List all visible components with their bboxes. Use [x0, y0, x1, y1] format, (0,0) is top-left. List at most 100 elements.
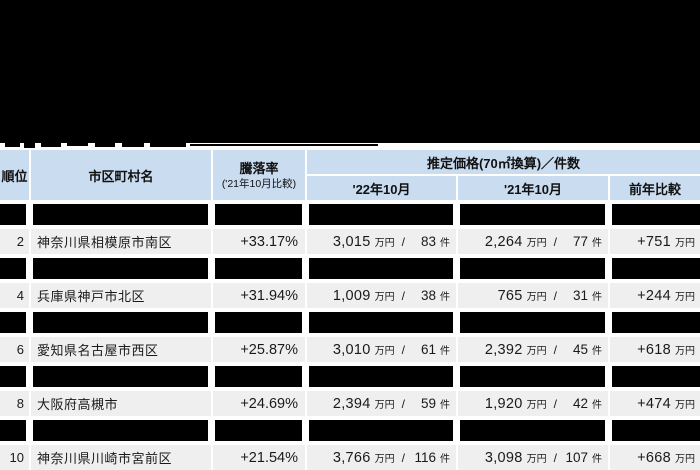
price-unit: 万円: [374, 400, 395, 411]
redacted-price-2021-cell: [458, 364, 608, 389]
count-value: 59: [420, 396, 436, 411]
yoy-diff-cell: +244 万円: [610, 283, 700, 308]
redaction-bar: [309, 420, 453, 441]
redacted-text-fragment: [67, 143, 88, 146]
yoy-diff-cell: +751 万円: [610, 229, 700, 254]
redacted-rate-cell: [213, 310, 305, 335]
redacted-text-fragment: [95, 143, 115, 147]
count-unit: 件: [592, 454, 602, 465]
price-value: 3,098: [484, 449, 523, 466]
redaction-bar: [215, 312, 302, 333]
count-unit: 件: [592, 292, 602, 303]
slash-separator: /: [401, 234, 405, 249]
count-unit: 件: [592, 346, 602, 357]
rank-cell: 8: [0, 391, 29, 416]
redacted-yoy-cell: [610, 364, 700, 389]
price-unit: 万円: [526, 454, 547, 465]
price-value: 3,015: [332, 233, 371, 250]
count-unit: 件: [592, 238, 602, 249]
price-2021-cell: 2,392 万円 / 45 件: [458, 337, 608, 362]
price-unit: 万円: [675, 292, 695, 303]
price-2022-cell: 1,009 万円 / 38 件: [307, 283, 456, 308]
header-rank: 順位: [0, 150, 29, 200]
price-unit: 万円: [526, 292, 547, 303]
header-rate-sublabel: ('21年10月比較): [221, 177, 297, 190]
redaction-bar: [215, 204, 302, 225]
redaction-bar: [215, 258, 302, 279]
slash-separator: /: [553, 342, 557, 357]
yoy-diff-cell: +668 万円: [610, 445, 700, 470]
redacted-yoy-cell: [610, 310, 700, 335]
redaction-bar: [0, 420, 26, 441]
redacted-price-2021-cell: [458, 418, 608, 443]
count-unit: 件: [592, 400, 602, 411]
price-value: 1,920: [484, 395, 523, 412]
price-unit: 万円: [675, 346, 695, 357]
price-value: 3,766: [332, 449, 371, 466]
count-value: 107: [565, 450, 588, 465]
redacted-price-2021-cell: [458, 256, 608, 281]
slash-separator: /: [553, 396, 557, 411]
header-col-yoy: 前年比較: [610, 176, 700, 200]
municipality-cell: 兵庫県神戸市北区: [31, 283, 211, 308]
price-unit: 万円: [526, 346, 547, 357]
redacted-text-fragment: [122, 143, 144, 147]
count-unit: 件: [440, 346, 450, 357]
municipality-cell: 神奈川県相模原市南区: [31, 229, 211, 254]
redacted-price-2022-cell: [307, 418, 456, 443]
header-price-group: 推定価格(70㎡換算)／件数: [307, 150, 700, 174]
redaction-bar: [33, 366, 208, 387]
redacted-yoy-cell: [610, 418, 700, 443]
price-value: 2,394: [332, 395, 371, 412]
slash-separator: /: [553, 234, 557, 249]
rank-cell: 2: [0, 229, 29, 254]
price-2021-cell: 3,098 万円 / 107 件: [458, 445, 608, 470]
municipality-cell: 大阪府高槻市: [31, 391, 211, 416]
redacted-price-2022-cell: [307, 364, 456, 389]
redaction-bar: [309, 258, 453, 279]
rate-cell: +25.87%: [213, 337, 305, 362]
diff-value: +244: [637, 287, 671, 304]
redacted-rank-cell: [0, 256, 29, 281]
rank-cell: 10: [0, 445, 29, 470]
count-value: 116: [414, 450, 436, 465]
redaction-bar: [309, 204, 453, 225]
count-unit: 件: [440, 292, 450, 303]
slash-separator: /: [401, 450, 405, 465]
count-value: 38: [420, 288, 436, 303]
yoy-diff-cell: +618 万円: [610, 337, 700, 362]
price-unit: 万円: [374, 238, 395, 249]
redaction-bar: [612, 312, 700, 333]
redacted-rate-cell: [213, 202, 305, 227]
redaction-bar: [33, 258, 208, 279]
header-rate: 騰落率 ('21年10月比較): [213, 150, 305, 200]
price-2022-cell: 3,766 万円 / 116 件: [307, 445, 456, 470]
rate-cell: +31.94%: [213, 283, 305, 308]
price-unit: 万円: [526, 238, 547, 249]
slash-separator: /: [553, 288, 557, 303]
diff-value: +474: [637, 395, 671, 412]
rate-cell: +21.54%: [213, 445, 305, 470]
redaction-bar: [309, 366, 453, 387]
price-2022-cell: 3,015 万円 / 83 件: [307, 229, 456, 254]
count-value: 31: [572, 288, 588, 303]
count-unit: 件: [440, 454, 450, 465]
redaction-bar: [0, 366, 26, 387]
redacted-municipality-cell: [31, 364, 211, 389]
redacted-price-2021-cell: [458, 310, 608, 335]
price-2022-cell: 3,010 万円 / 61 件: [307, 337, 456, 362]
slash-separator: /: [553, 450, 557, 465]
redacted-price-2022-cell: [307, 310, 456, 335]
redacted-municipality-cell: [31, 418, 211, 443]
rank-cell: 4: [0, 283, 29, 308]
redacted-rank-cell: [0, 310, 29, 335]
redacted-yoy-cell: [610, 256, 700, 281]
price-unit: 万円: [374, 454, 395, 465]
redacted-municipality-cell: [31, 202, 211, 227]
redacted-text-fragment: [41, 143, 61, 147]
price-unit: 万円: [675, 400, 695, 411]
redaction-bar: [460, 204, 605, 225]
price-value: 3,010: [332, 341, 371, 358]
redaction-bar: [460, 366, 605, 387]
